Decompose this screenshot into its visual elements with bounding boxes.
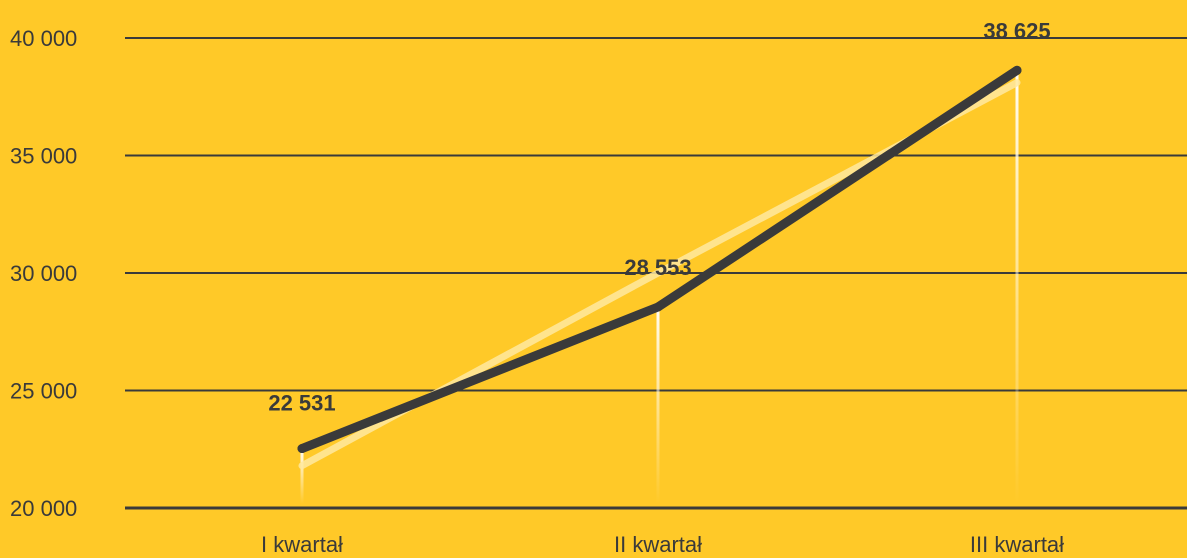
x-category-label: I kwartał	[261, 532, 343, 557]
x-axis-category-labels: I kwartał II kwartał III kwartał	[261, 532, 1064, 557]
data-label: 38 625	[983, 18, 1050, 43]
data-label: 22 531	[268, 391, 335, 416]
data-point	[653, 302, 663, 312]
series-layer	[297, 65, 1022, 454]
drop-line	[656, 307, 660, 504]
data-label: 28 553	[624, 255, 691, 280]
x-category-label: III kwartał	[970, 532, 1064, 557]
y-tick-label: 20 000	[10, 496, 77, 521]
y-tick-label: 25 000	[10, 379, 77, 404]
x-category-label: II kwartał	[614, 532, 702, 557]
y-tick-label: 30 000	[10, 261, 77, 286]
drop-line	[300, 448, 304, 504]
y-axis-tick-labels: 20 000 25 000 30 000 35 000 40 000	[10, 26, 77, 521]
data-point	[297, 444, 307, 454]
drop-line	[1015, 70, 1019, 504]
data-labels: 22 531 28 553 38 625	[268, 18, 1050, 415]
data-point	[1012, 65, 1022, 75]
drop-lines	[300, 70, 1019, 504]
y-tick-label: 35 000	[10, 144, 77, 169]
y-tick-label: 40 000	[10, 26, 77, 51]
